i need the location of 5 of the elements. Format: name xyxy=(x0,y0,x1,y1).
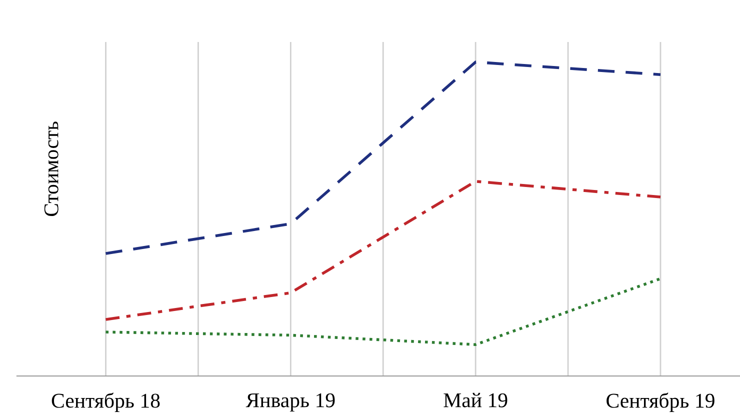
x-tick-label: Январь 19 xyxy=(246,393,335,412)
y-axis-title: Стоимость xyxy=(44,122,58,216)
x-tick-label: Сентябрь 18 xyxy=(52,392,160,412)
x-tick-label: Май 19 xyxy=(444,392,508,408)
x-tick-label: Сентябрь 19 xyxy=(606,392,714,412)
